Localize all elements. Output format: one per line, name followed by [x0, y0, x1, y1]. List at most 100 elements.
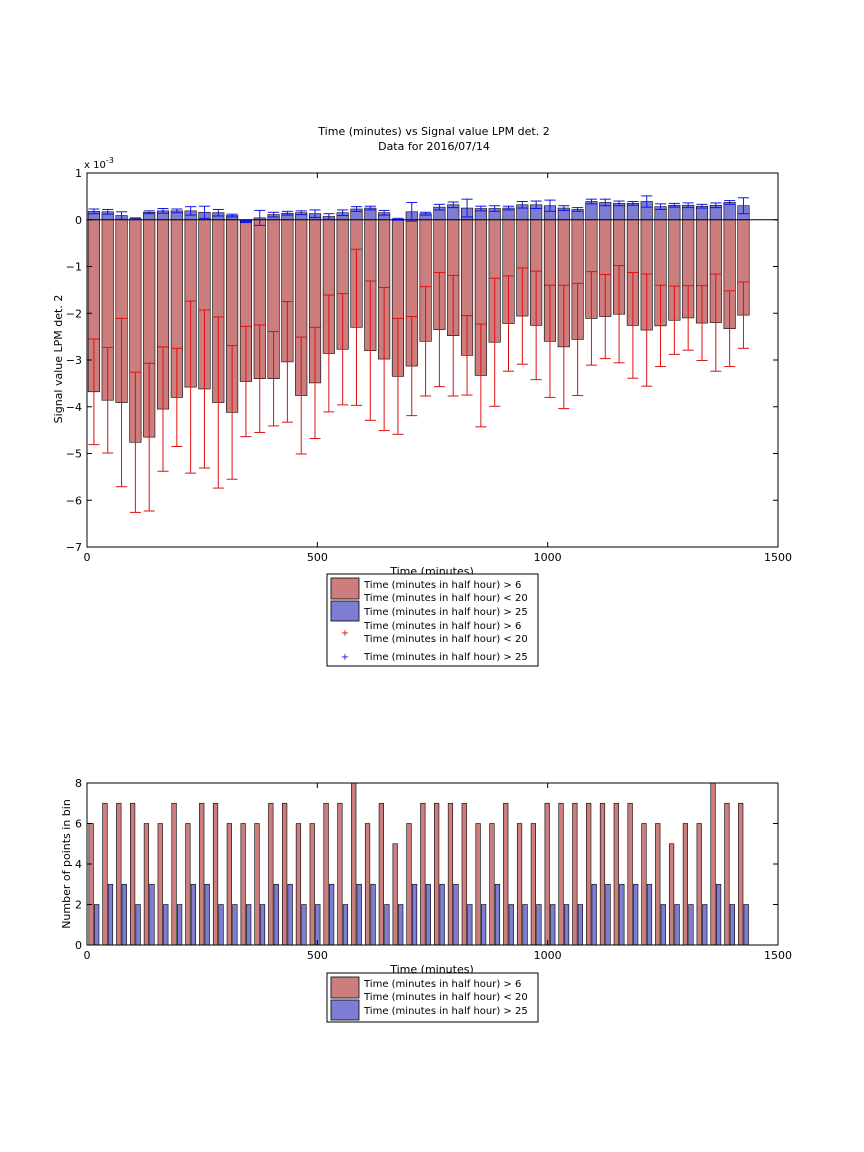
legend-red-label-2: Time (minutes in half hour) < 20: [363, 593, 528, 604]
count-bar: [682, 823, 689, 946]
count-bar: [702, 904, 708, 946]
count-bar: [447, 802, 454, 946]
count-bar: [342, 904, 349, 946]
legend2-blue-patch: [330, 999, 360, 1021]
count-bar: [301, 904, 307, 946]
count-bar: [259, 904, 266, 946]
y-tick-label: 6: [75, 818, 82, 831]
chart2-y-label: Number of points in bin: [60, 799, 73, 929]
y-tick-label: 2: [75, 899, 82, 912]
x-tick-label: 1500: [764, 551, 792, 564]
legend-red-marker-label-1: Time (minutes in half hour) > 6: [363, 621, 521, 632]
count-bar: [420, 802, 426, 946]
count-bar: [323, 802, 329, 946]
legend-blue-patch: [330, 600, 360, 622]
count-bar: [130, 802, 136, 946]
count-bar: [246, 904, 252, 946]
chart1-legend-box: [326, 573, 539, 667]
count-bar: [710, 782, 716, 946]
y-tick-label: −4: [66, 401, 82, 414]
y-tick-label: −1: [66, 261, 82, 274]
count-bar: [516, 823, 523, 946]
count-bar: [163, 904, 169, 946]
legend-red-label-1: Time (minutes in half hour) > 6: [363, 580, 521, 591]
count-bar: [364, 823, 371, 946]
count-bar: [475, 823, 481, 946]
count-bar: [406, 823, 412, 946]
count-bar: [199, 802, 205, 946]
count-bar: [378, 802, 384, 946]
chart2-y-ticks: 0 2 4 6 8: [75, 777, 778, 952]
chart1-y-ticks: −7 −6 −5 −4 −3 −2 −1 0 1: [66, 167, 778, 554]
count-bar: [668, 843, 675, 946]
legend-red-marker: +: [341, 628, 349, 639]
count-bar: [254, 823, 260, 946]
count-bar: [536, 904, 542, 946]
chart1-y-label: Signal value LPM det. 2: [52, 295, 65, 424]
count-bar: [550, 904, 556, 946]
count-bar: [107, 883, 114, 946]
chart1-subtitle: Data for 2016/07/14: [378, 140, 490, 153]
count-bar: [273, 883, 279, 946]
x-tick-label: 500: [307, 551, 328, 564]
x-tick-label: 1500: [764, 949, 792, 962]
chart2-red-bars: [88, 782, 744, 946]
bar: [626, 203, 639, 221]
count-bar: [329, 883, 335, 946]
count-bar: [94, 904, 100, 946]
count-bar: [356, 883, 362, 946]
count-bar: [204, 883, 210, 946]
count-bar: [563, 904, 570, 946]
count-bar: [494, 883, 501, 946]
chart1-x-ticks: 0 500 1000 1500: [84, 173, 792, 564]
y-tick-label: 8: [75, 777, 82, 790]
count-bar: [384, 904, 390, 946]
chart2-legend: Time (minutes in half hour) > 6 Time (mi…: [326, 972, 539, 1023]
count-bar: [212, 802, 219, 946]
y-tick-label: 0: [75, 939, 82, 952]
count-bar: [439, 883, 445, 946]
count-bar: [688, 904, 694, 946]
count-bar: [461, 802, 467, 946]
count-bar: [434, 802, 440, 946]
count-bar: [315, 904, 321, 946]
count-bar: [232, 904, 238, 946]
y-tick-label: −7: [66, 541, 82, 554]
count-bar: [522, 904, 528, 946]
count-bar: [398, 904, 404, 946]
count-bar: [226, 823, 232, 946]
count-bar: [627, 802, 633, 946]
y-tick-label: 1: [75, 167, 82, 180]
count-bar: [218, 904, 224, 946]
x-tick-label: 0: [84, 949, 91, 962]
count-bar: [586, 802, 592, 946]
count-bar: [715, 883, 722, 946]
count-bar: [157, 823, 163, 946]
legend-blue-marker: +: [341, 652, 349, 663]
bar: [723, 202, 736, 221]
count-bar: [116, 802, 122, 946]
count-bar: [171, 802, 177, 946]
count-bar: [453, 883, 459, 946]
chart2-blue-bars: [94, 883, 749, 946]
count-bar: [641, 823, 647, 946]
count-bar: [135, 904, 141, 946]
y-tick-label: 0: [75, 214, 82, 227]
count-bar: [530, 823, 536, 946]
count-bar: [558, 802, 564, 946]
count-bar: [577, 904, 583, 946]
count-bar: [503, 802, 509, 946]
count-bar: [121, 883, 127, 946]
count-bar: [605, 883, 611, 946]
count-bar: [544, 802, 550, 946]
x-tick-label: 500: [307, 949, 328, 962]
legend-red-patch: [330, 577, 360, 600]
x-tick-label: 0: [84, 551, 91, 564]
count-bar: [599, 802, 606, 946]
count-bar: [633, 883, 639, 946]
x-tick-label: 1000: [534, 949, 562, 962]
count-bar: [613, 802, 619, 946]
y-tick-label: −3: [66, 354, 82, 367]
count-bar: [425, 883, 431, 946]
